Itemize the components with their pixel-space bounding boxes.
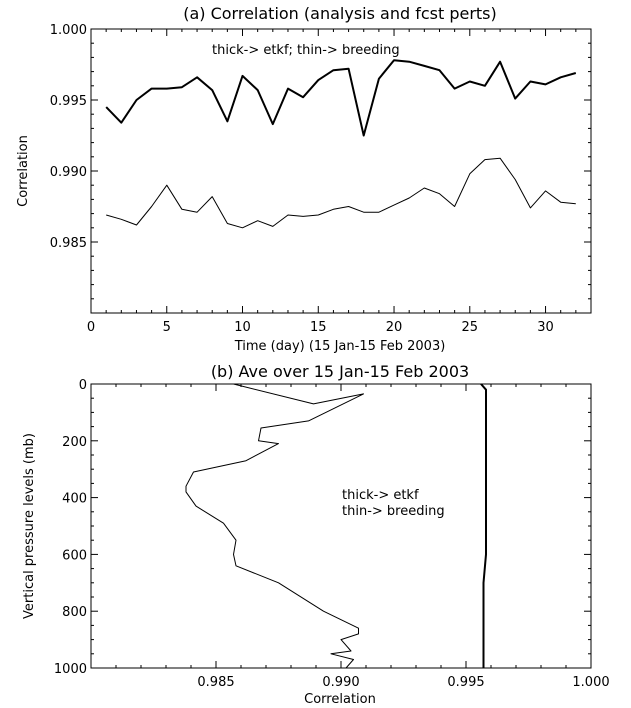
panel-a-y-ticks: 0.985 0.990 0.995 1.000 xyxy=(50,23,591,300)
panel-a-y-tick-label: 0.985 xyxy=(50,236,87,251)
panel-a-title: (a) Correlation (analysis and fcst perts… xyxy=(183,4,497,23)
panel-a-series-line-1 xyxy=(105,59,577,137)
panel-b-x-tick-label: 1.000 xyxy=(572,675,609,690)
panel-b-y-tick-label: 800 xyxy=(62,605,87,620)
panel-b-y-tick-label: 600 xyxy=(62,548,87,563)
panel-a-x-ticks: 0 5 10 15 20 25 30 xyxy=(87,29,577,335)
panel-a-y-tick-label: 0.990 xyxy=(50,165,87,180)
panel-a-x-axis-label: Time (day) (15 Jan-15 Feb 2003) xyxy=(234,339,446,354)
panel-b-vertical-profile: (b) Ave over 15 Jan-15 Feb 2003 0.985 0.9… xyxy=(22,362,610,707)
panel-a-x-tick-label: 20 xyxy=(386,320,403,335)
panel-a-y-tick-label: 1.000 xyxy=(50,23,87,38)
panel-b-y-ticks: 0 200 400 600 800 1000 xyxy=(54,378,591,677)
panel-a-annotation: thick-> etkf; thin-> breeding xyxy=(212,43,400,58)
panel-b-x-tick-label: 0.995 xyxy=(447,675,484,690)
panel-b-y-tick-label: 400 xyxy=(62,492,87,507)
panel-b-series xyxy=(185,383,487,669)
panel-a-x-tick-label: 25 xyxy=(462,320,479,335)
panel-a-series xyxy=(105,59,577,229)
panel-b-x-ticks: 0.985 0.990 0.995 1.000 xyxy=(115,384,610,690)
panel-a-y-tick-label: 0.995 xyxy=(50,94,87,109)
panel-a-plot-frame xyxy=(90,28,592,314)
panel-b-y-tick-label: 1000 xyxy=(54,662,87,677)
panel-b-series-line-2 xyxy=(185,383,364,669)
panel-b-x-tick-label: 0.985 xyxy=(197,675,234,690)
panel-a-y-axis-label: Correlation xyxy=(16,135,31,207)
panel-a-x-tick-label: 15 xyxy=(310,320,327,335)
panel-b-y-axis-label: Vertical pressure levels (mb) xyxy=(22,433,37,619)
panel-b-series-line-1 xyxy=(480,383,487,668)
panel-b-annotation-line-1: thick-> etkf xyxy=(342,488,419,503)
panel-b-annotation-line-2: thin-> breeding xyxy=(342,504,445,519)
panel-a-x-tick-label: 30 xyxy=(537,320,554,335)
panel-b-x-axis-label: Correlation xyxy=(304,692,376,707)
panel-a-x-tick-label: 5 xyxy=(163,320,171,335)
panel-a-series-line-2 xyxy=(106,157,576,229)
panel-b-y-tick-label: 200 xyxy=(62,435,87,450)
panel-a-x-tick-label: 10 xyxy=(234,320,251,335)
panel-b-plot-frame xyxy=(90,383,592,669)
panel-b-title: (b) Ave over 15 Jan-15 Feb 2003 xyxy=(211,362,469,381)
panel-b-x-tick-label: 0.990 xyxy=(322,675,359,690)
panel-a-correlation-timeseries: (a) Correlation (analysis and fcst perts… xyxy=(16,4,592,354)
panel-a-x-tick-label: 0 xyxy=(87,320,95,335)
panel-b-y-tick-label: 0 xyxy=(79,378,87,393)
